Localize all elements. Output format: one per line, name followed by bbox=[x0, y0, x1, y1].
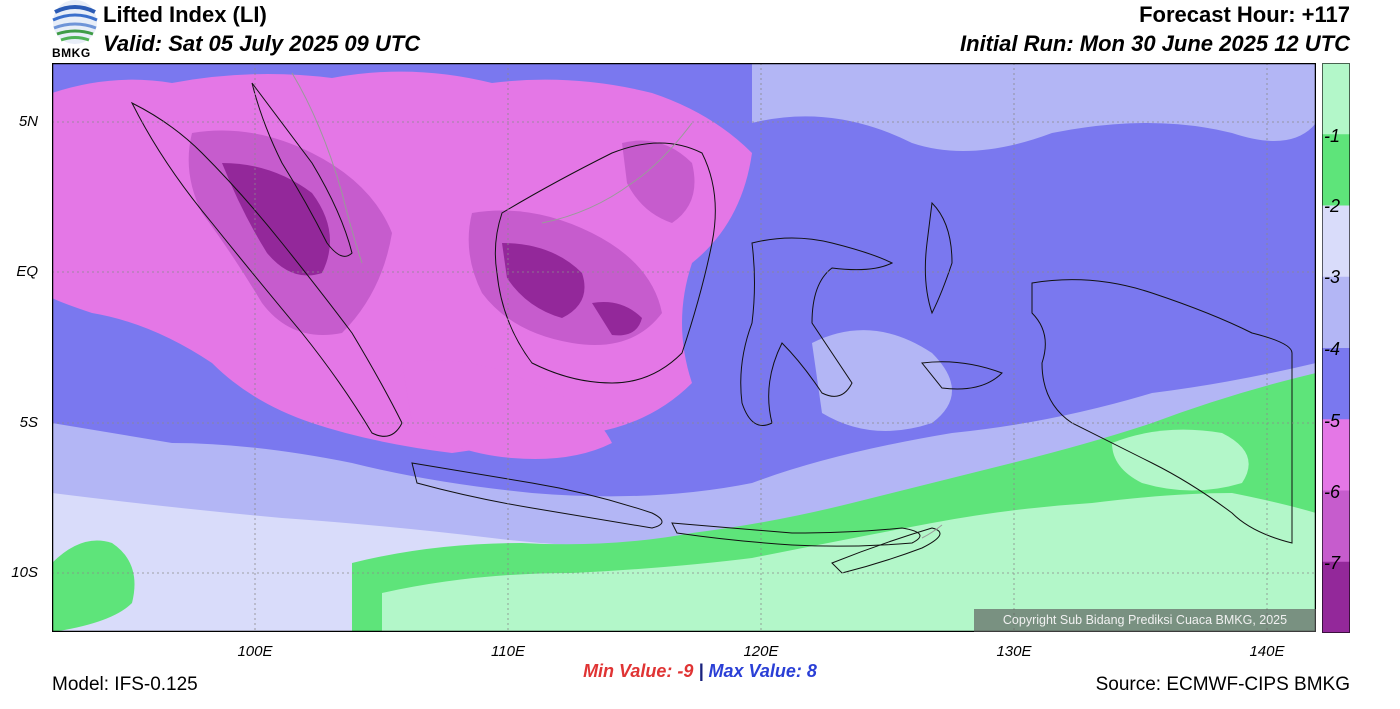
min-value: -9 bbox=[677, 661, 694, 681]
data-source: Source: ECMWF-CIPS BMKG bbox=[1095, 674, 1350, 695]
lon-label-130e: 130E bbox=[996, 643, 1032, 660]
lon-label-140e: 140E bbox=[1249, 643, 1285, 660]
legend-label: -5 bbox=[1324, 411, 1341, 431]
min-value-label: Min Value: bbox=[583, 661, 673, 681]
legend-swatch bbox=[1322, 276, 1350, 349]
lon-label-100e: 100E bbox=[237, 643, 273, 660]
max-value-label: Max Value: bbox=[708, 661, 802, 681]
copyright-notice: Copyright Sub Bidang Prediksi Cuaca BMKG… bbox=[974, 609, 1316, 632]
legend-label: -4 bbox=[1324, 339, 1341, 359]
lat-label-5n: 5N bbox=[18, 113, 38, 130]
legend-colorbar bbox=[1322, 63, 1350, 633]
legend-swatch bbox=[1322, 561, 1350, 633]
lat-label-10s: 10S bbox=[11, 564, 38, 581]
valid-time: Valid: Sat 05 July 2025 09 UTC bbox=[103, 31, 421, 56]
logo-text: BMKG bbox=[52, 46, 91, 60]
legend-swatch bbox=[1322, 419, 1350, 491]
forecast-hour: Forecast Hour: +117 bbox=[1139, 2, 1350, 27]
legend-swatch bbox=[1322, 63, 1350, 135]
max-value: 8 bbox=[806, 661, 817, 681]
legend-label: -3 bbox=[1324, 267, 1341, 287]
legend-swatch bbox=[1322, 205, 1350, 278]
lifted-index-map bbox=[52, 63, 1316, 632]
initial-run: Initial Run: Mon 30 June 2025 12 UTC bbox=[960, 31, 1350, 56]
lon-label-110e: 110E bbox=[491, 643, 525, 660]
lat-label-eq: EQ bbox=[16, 263, 38, 280]
legend-label: -2 bbox=[1324, 196, 1341, 216]
model-name: Model: IFS-0.125 bbox=[52, 674, 198, 695]
bmkg-logo bbox=[52, 0, 98, 44]
lon-label-120e: 120E bbox=[743, 643, 779, 660]
min-max-separator: | bbox=[698, 661, 704, 681]
legend-label: -7 bbox=[1324, 553, 1341, 573]
map-frame bbox=[52, 63, 1316, 632]
legend-swatch bbox=[1322, 348, 1350, 420]
map-title: Lifted Index (LI) bbox=[103, 2, 267, 27]
legend-swatch bbox=[1322, 490, 1350, 563]
min-max-values: Min Value: -9 | Max Value: 8 bbox=[0, 661, 1400, 682]
legend-swatch bbox=[1322, 134, 1350, 206]
legend-label: -1 bbox=[1324, 126, 1341, 146]
legend-label: -6 bbox=[1324, 482, 1341, 502]
lat-label-5s: 5S bbox=[19, 414, 38, 431]
